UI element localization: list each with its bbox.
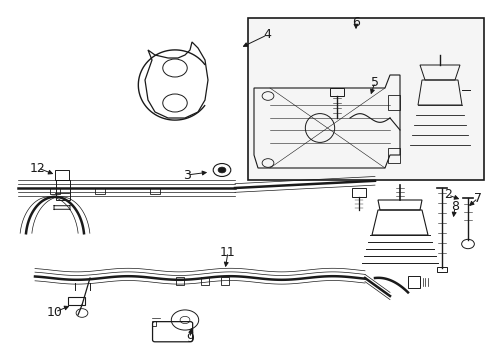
- Bar: [436, 267, 446, 272]
- Text: 10: 10: [47, 306, 63, 319]
- Bar: [95, 188, 104, 194]
- Text: 7: 7: [473, 192, 481, 204]
- Text: 12: 12: [30, 162, 46, 175]
- Bar: [247, 18, 483, 180]
- Bar: [55, 170, 69, 180]
- Text: 11: 11: [220, 246, 235, 258]
- Bar: [152, 321, 156, 326]
- Bar: [68, 297, 85, 305]
- Text: 4: 4: [263, 28, 270, 41]
- Circle shape: [218, 167, 225, 173]
- Bar: [150, 188, 160, 194]
- Text: 2: 2: [443, 189, 451, 202]
- Bar: [407, 275, 419, 288]
- Text: 6: 6: [351, 15, 359, 28]
- Bar: [56, 180, 70, 200]
- Text: 3: 3: [183, 168, 190, 181]
- Bar: [176, 277, 183, 285]
- Bar: [201, 277, 208, 285]
- Bar: [221, 277, 228, 285]
- Text: 8: 8: [450, 201, 458, 213]
- Text: 9: 9: [185, 332, 194, 345]
- Bar: [50, 188, 60, 194]
- Text: 5: 5: [370, 76, 378, 89]
